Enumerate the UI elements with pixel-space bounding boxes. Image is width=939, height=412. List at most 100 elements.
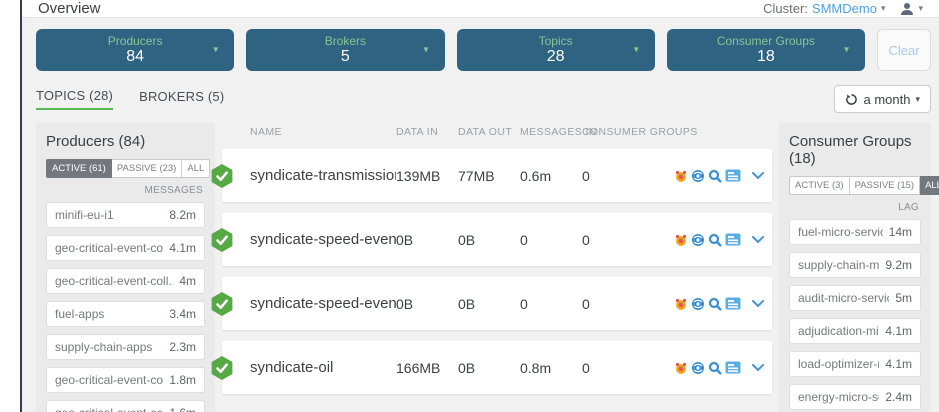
lag-column-header: LAG bbox=[898, 202, 919, 213]
chevron-down-icon[interactable]: ▾ bbox=[213, 44, 219, 56]
user-icon bbox=[901, 2, 914, 15]
producer-list-item[interactable]: supply-chain-apps 2.3m bbox=[46, 334, 205, 360]
producer-list-item[interactable]: geo-critical-event-coll... 4.1m bbox=[46, 235, 205, 261]
topic-messages-in: 0.6m bbox=[520, 167, 552, 184]
tab-brokers[interactable]: BROKERS (5) bbox=[139, 89, 225, 104]
expand-chevron-icon[interactable] bbox=[751, 363, 765, 372]
dashboard-icon[interactable] bbox=[725, 169, 741, 182]
atlas-globe-icon[interactable] bbox=[691, 361, 705, 375]
atlas-globe-icon[interactable] bbox=[691, 297, 705, 311]
cluster-selector[interactable]: Cluster: SMMDemo ▾ bbox=[763, 1, 885, 16]
top-bar: Overview Cluster: SMMDemo ▾ ▾ bbox=[22, 0, 939, 18]
topic-consumer-groups: 0 bbox=[582, 231, 590, 248]
chevron-down-icon: ▾ bbox=[918, 3, 923, 13]
consumer-group-list-item[interactable]: audit-micro-service 5m bbox=[789, 285, 921, 311]
consumer-group-name: adjudication-micro-se... bbox=[798, 324, 879, 338]
healthy-status-icon bbox=[211, 355, 233, 380]
expand-chevron-icon[interactable] bbox=[751, 299, 765, 308]
topic-row[interactable]: syndicate-speed-even... 0B 0B 0 0 bbox=[211, 213, 772, 266]
consumer-group-list-item[interactable]: supply-chain-micro-s... 9.2m bbox=[789, 252, 921, 278]
producer-list-item[interactable]: geo-critical-event-coll... 1.8m bbox=[46, 367, 205, 393]
time-range-selector[interactable]: a month ▾ bbox=[834, 85, 931, 113]
segment-passive[interactable]: PASSIVE (23) bbox=[111, 159, 183, 178]
time-range-label: a month bbox=[863, 91, 911, 107]
topic-name: syndicate-oil bbox=[250, 359, 334, 376]
topic-row-actions bbox=[674, 169, 765, 183]
producer-list-item[interactable]: minifi-eu-i1 8.2m bbox=[46, 202, 205, 228]
consumer-group-lag: 4.1m bbox=[885, 324, 912, 338]
segment-active[interactable]: ACTIVE (61) bbox=[46, 159, 112, 178]
chevron-down-icon[interactable]: ▾ bbox=[843, 44, 849, 56]
search-icon[interactable] bbox=[708, 297, 722, 311]
topic-data-in: 139MB bbox=[396, 167, 441, 184]
topic-row[interactable]: syndicate-speed-even... 0B 0B 0 0 bbox=[211, 277, 772, 330]
schema-registry-icon[interactable] bbox=[674, 297, 688, 311]
column-header-messages-in: MESSAGES IN bbox=[520, 126, 597, 138]
messages-column-header: MESSAGES bbox=[144, 185, 203, 196]
producers-filter-card[interactable]: Producers 84 ▾ bbox=[36, 29, 235, 71]
consumer-group-name: fuel-micro-service bbox=[798, 225, 883, 239]
consumer-groups-panel: Consumer Groups (18) ACTIVE (3) PASSIVE … bbox=[779, 123, 939, 412]
healthy-status-icon bbox=[211, 163, 233, 188]
consumer-group-list-item[interactable]: load-optimizer-micro-... 4.1m bbox=[789, 351, 921, 377]
segment-active[interactable]: ACTIVE (3) bbox=[789, 176, 850, 195]
expand-chevron-icon[interactable] bbox=[751, 171, 765, 180]
producers-panel: Producers (84) ACTIVE (61) PASSIVE (23) … bbox=[36, 123, 215, 412]
dashboard-icon[interactable] bbox=[725, 233, 741, 246]
sidebar-edge-divider bbox=[20, 0, 22, 412]
producer-messages: 3.4m bbox=[169, 307, 196, 321]
content-area: Producers 84 ▾ Brokers 5 ▾ Topics 28 ▾ C… bbox=[22, 18, 939, 412]
schema-registry-icon[interactable] bbox=[674, 361, 688, 375]
dashboard-icon[interactable] bbox=[725, 297, 741, 310]
topic-row[interactable]: syndicate-oil 166MB 0B 0.8m 0 bbox=[211, 341, 772, 394]
topic-row[interactable]: syndicate-transmission 139MB 77MB 0.6m 0 bbox=[211, 149, 772, 202]
topic-messages-in: 0.8m bbox=[520, 359, 552, 376]
clear-filters-button[interactable]: Clear bbox=[877, 29, 931, 71]
brokers-filter-card[interactable]: Brokers 5 ▾ bbox=[246, 29, 445, 71]
topic-messages-in: 0 bbox=[520, 295, 528, 312]
producer-list-item[interactable]: geo-critical-event-coll... 4m bbox=[46, 268, 205, 294]
search-icon[interactable] bbox=[708, 233, 722, 247]
consumer-group-lag: 5m bbox=[895, 291, 912, 305]
consumer-group-list-item[interactable]: fuel-micro-service 14m bbox=[789, 219, 921, 245]
topic-name: syndicate-speed-even... bbox=[250, 231, 396, 248]
topic-consumer-groups: 0 bbox=[582, 167, 590, 184]
producers-filter-segments: ACTIVE (61) PASSIVE (23) ALL bbox=[46, 159, 211, 178]
segment-all[interactable]: ALL bbox=[920, 176, 939, 195]
atlas-globe-icon[interactable] bbox=[691, 233, 705, 247]
chevron-down-icon[interactable]: ▾ bbox=[633, 44, 639, 56]
atlas-globe-icon[interactable] bbox=[691, 169, 705, 183]
column-header-consumer-groups: CONSUMER GROUPS bbox=[582, 126, 698, 138]
producer-name: fuel-apps bbox=[55, 307, 105, 321]
chevron-down-icon[interactable]: ▾ bbox=[423, 44, 429, 56]
expand-chevron-icon[interactable] bbox=[751, 235, 765, 244]
segment-all[interactable]: ALL bbox=[182, 159, 211, 178]
consumer-group-list-item[interactable]: energy-micro-service 2.4m bbox=[789, 384, 921, 410]
card-value: 28 bbox=[546, 48, 565, 65]
schema-registry-icon[interactable] bbox=[674, 233, 688, 247]
producer-name: minifi-eu-i1 bbox=[55, 208, 114, 222]
healthy-status-icon bbox=[211, 291, 233, 316]
producer-name: supply-chain-apps bbox=[55, 340, 153, 354]
tab-topics[interactable]: TOPICS (28) bbox=[36, 88, 114, 110]
producer-messages: 4.1m bbox=[169, 241, 196, 255]
consumer-groups-filter-card[interactable]: Consumer Groups 18 ▾ bbox=[666, 29, 865, 71]
producer-messages: 4m bbox=[179, 274, 196, 288]
segment-passive[interactable]: PASSIVE (15) bbox=[849, 176, 921, 195]
search-icon[interactable] bbox=[708, 169, 722, 183]
producer-name: geo-critical-event-coll... bbox=[55, 241, 164, 255]
consumer-group-list-item[interactable]: adjudication-micro-se... 4.1m bbox=[789, 318, 921, 344]
healthy-status-icon bbox=[211, 227, 233, 252]
producer-list-item[interactable]: geo-critical-event-coll... 1.6m bbox=[46, 400, 205, 412]
search-icon[interactable] bbox=[708, 361, 722, 375]
consumer-group-name: supply-chain-micro-s... bbox=[798, 258, 880, 272]
dashboard-icon[interactable] bbox=[725, 361, 741, 374]
producers-panel-title: Producers (84) bbox=[46, 133, 146, 150]
consumer-group-lag: 2.4m bbox=[885, 390, 912, 404]
user-menu[interactable]: ▾ bbox=[899, 1, 923, 17]
producer-list-item[interactable]: fuel-apps 3.4m bbox=[46, 301, 205, 327]
topics-filter-card[interactable]: Topics 28 ▾ bbox=[456, 29, 655, 71]
cluster-name[interactable]: SMMDemo bbox=[811, 1, 877, 16]
schema-registry-icon[interactable] bbox=[674, 169, 688, 183]
topic-data-out: 77MB bbox=[458, 167, 495, 184]
